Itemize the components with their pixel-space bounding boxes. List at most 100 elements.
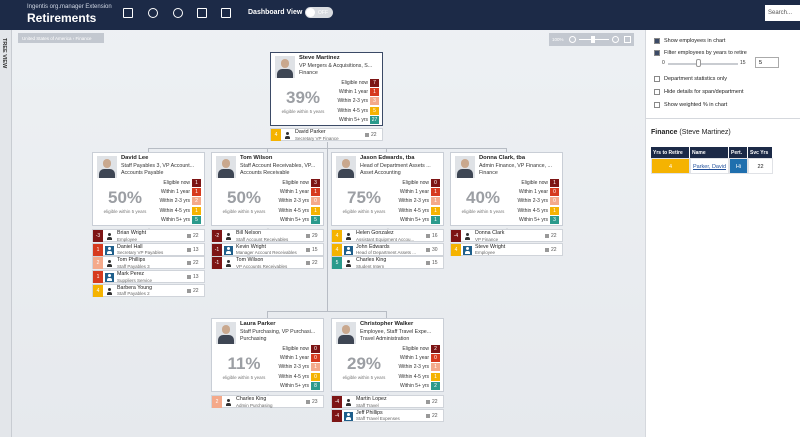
table-header[interactable]: Name <box>690 147 729 158</box>
employee-row[interactable]: 1 Daniel Hall Secretary VP Payables 13 <box>92 242 205 256</box>
org-card[interactable]: Steve Martinez VP Mergers & Acquisitions,… <box>270 52 383 126</box>
employee-row[interactable]: -2 Bill Nelson Staff Account Receivables 29 <box>211 229 324 242</box>
breadcrumb-item[interactable]: Finance <box>75 35 92 41</box>
table-header[interactable]: Pert. <box>729 147 748 158</box>
option-label[interactable]: Filter employees by years to retire <box>664 49 747 56</box>
employee-title: Employee <box>117 236 138 242</box>
stat-label: Within 5+ yrs <box>399 382 429 389</box>
option-label[interactable]: Show employees in chart <box>664 37 726 44</box>
employee-name: Tom Wilson <box>236 257 264 264</box>
years-input[interactable]: 5 <box>755 57 779 68</box>
slider-handle[interactable] <box>696 59 701 67</box>
card-name: David Lee <box>121 155 149 161</box>
employee-title: Assistant Equipment Accou... <box>356 236 415 242</box>
photo <box>275 56 295 78</box>
org-card[interactable]: Laura Parker Staff Purchasing, VP Purchas… <box>211 318 324 392</box>
card-name: Jason Edwards, tba <box>360 155 415 161</box>
person-glyph <box>346 237 351 240</box>
connector <box>267 311 387 312</box>
org-card[interactable]: Tom Wilson Staff Account Receivables, VP.… <box>211 152 324 226</box>
person-icon <box>283 131 292 140</box>
toolbar-icon[interactable] <box>173 8 183 18</box>
checkbox[interactable] <box>654 38 660 44</box>
building-icon <box>426 247 430 252</box>
sidebar-tab[interactable] <box>0 30 12 437</box>
photo-body <box>457 169 473 178</box>
employee-row[interactable]: 5 Charles King Student Intern 15 <box>331 256 444 270</box>
employee-row[interactable]: 2 Charles King Admin Purchasing 23 <box>211 395 324 408</box>
checkbox[interactable] <box>654 50 660 56</box>
employee-title: Staff Payables 2 <box>117 291 150 297</box>
toolbar-icon[interactable] <box>197 8 207 18</box>
fit-screen[interactable] <box>624 36 631 43</box>
search-box[interactable]: Search... <box>765 5 800 21</box>
caption: eligible within 5 years <box>222 375 266 380</box>
table-cell[interactable]: Parker, David <box>690 158 729 174</box>
employee-row[interactable]: -4 Donna Clark VP Finance 22 <box>450 229 563 242</box>
org-card[interactable]: David Lee Staff Payables 3, VP Account...… <box>92 152 205 226</box>
stat-label: Within 2-3 yrs <box>398 198 429 205</box>
employee-row[interactable]: 4 Barbera Young Staff Payables 2 22 <box>92 283 205 297</box>
employee-row[interactable]: 2 Tom Phillips Staff Payables 3 22 <box>92 256 205 270</box>
stat-label: Within 5+ yrs <box>279 216 309 223</box>
employee-row[interactable]: 4 John Edwards Head of Department Assets .… <box>331 242 444 256</box>
person-icon <box>344 245 353 255</box>
option-label[interactable]: Show weighted % in chart <box>664 101 728 108</box>
service-years: 22 <box>193 260 199 267</box>
table-header[interactable]: Svc Yrs <box>748 147 773 158</box>
breadcrumb-item[interactable]: United States of America <box>22 35 72 41</box>
employee-row[interactable]: 1 Mark Perez Suppliers Service 13 <box>92 270 205 284</box>
building-icon <box>187 234 191 238</box>
service-years: 22 <box>312 260 318 267</box>
employee-row[interactable]: -3 Brian Wright Employee 22 <box>92 229 205 242</box>
org-card[interactable]: Jason Edwards, tba Head of Department Ass… <box>331 152 444 226</box>
checkbox[interactable] <box>654 89 660 95</box>
slider-track[interactable] <box>668 62 738 65</box>
person-glyph <box>347 233 350 236</box>
table-header[interactable]: Yrs to Retire <box>651 147 690 158</box>
employee-row[interactable]: 4 Steve Wright Employee 22 <box>450 242 563 256</box>
employee-row[interactable]: -1 Tom Wilson VP Accounts Receivables 22 <box>211 256 324 270</box>
employee-row[interactable]: 4 Helen Gonzalez Assistant Equipment Accou… <box>331 229 444 242</box>
person-glyph <box>226 264 231 268</box>
toolbar-icon[interactable] <box>148 8 158 18</box>
photo <box>336 322 356 344</box>
employee-title: Staff Travel Expenses <box>356 416 400 422</box>
employee-row[interactable]: -4 Martin Lopez Staff Travel 22 <box>331 395 444 408</box>
card-department: Finance <box>299 70 318 76</box>
toolbar-icon[interactable] <box>123 8 133 18</box>
org-card[interactable]: Donna Clark, tba Admin Finance, VP Financ… <box>450 152 563 226</box>
stat-value: 1 <box>311 206 320 215</box>
employee-row[interactable]: -4 Jeff Phillips Staff Travel Expenses 22 <box>331 408 444 422</box>
stat-label: Within 5+ yrs <box>338 116 368 123</box>
percent: 50% <box>107 188 143 207</box>
retire-badge: -4 <box>332 409 342 422</box>
toolbar-icon[interactable] <box>221 8 231 18</box>
employee-title: Secretary VP Finance <box>295 135 339 141</box>
service-years: 22 <box>193 287 199 294</box>
employee-name: Mark Perez <box>117 271 145 278</box>
card-title: Employee, Staff Travel Expe... <box>360 329 432 335</box>
zoom-out[interactable] <box>569 36 576 43</box>
employee-row[interactable]: -1 Kevin Wright Manager Account Receivable… <box>211 242 324 256</box>
connector <box>148 148 149 152</box>
person-glyph <box>465 250 470 254</box>
retire-badge: 4 <box>332 230 342 242</box>
checkbox[interactable] <box>654 102 660 108</box>
photo-body <box>99 169 115 178</box>
checkbox[interactable] <box>654 76 660 82</box>
zoom-thumb[interactable] <box>591 36 595 43</box>
card-department: Accounts Payable <box>121 170 164 176</box>
divider <box>645 118 800 119</box>
card-department: Asset Accounting <box>360 170 401 176</box>
option-label[interactable]: Hide details for span/department <box>664 88 744 95</box>
person-glyph <box>108 260 111 264</box>
stat-value: 1 <box>431 363 440 372</box>
org-card[interactable]: Christopher Walker Employee, Staff Travel… <box>331 318 444 392</box>
employee-title: Staff Payables 3 <box>117 263 150 269</box>
option-label[interactable]: Department statistics only <box>664 75 727 82</box>
zoom-in[interactable] <box>612 36 619 43</box>
employee-row[interactable]: 4 David Parker Secretary VP Finance 22 <box>270 128 383 141</box>
service-years: 22 <box>371 132 377 138</box>
dashboard-toggle[interactable]: OFF <box>305 7 333 18</box>
